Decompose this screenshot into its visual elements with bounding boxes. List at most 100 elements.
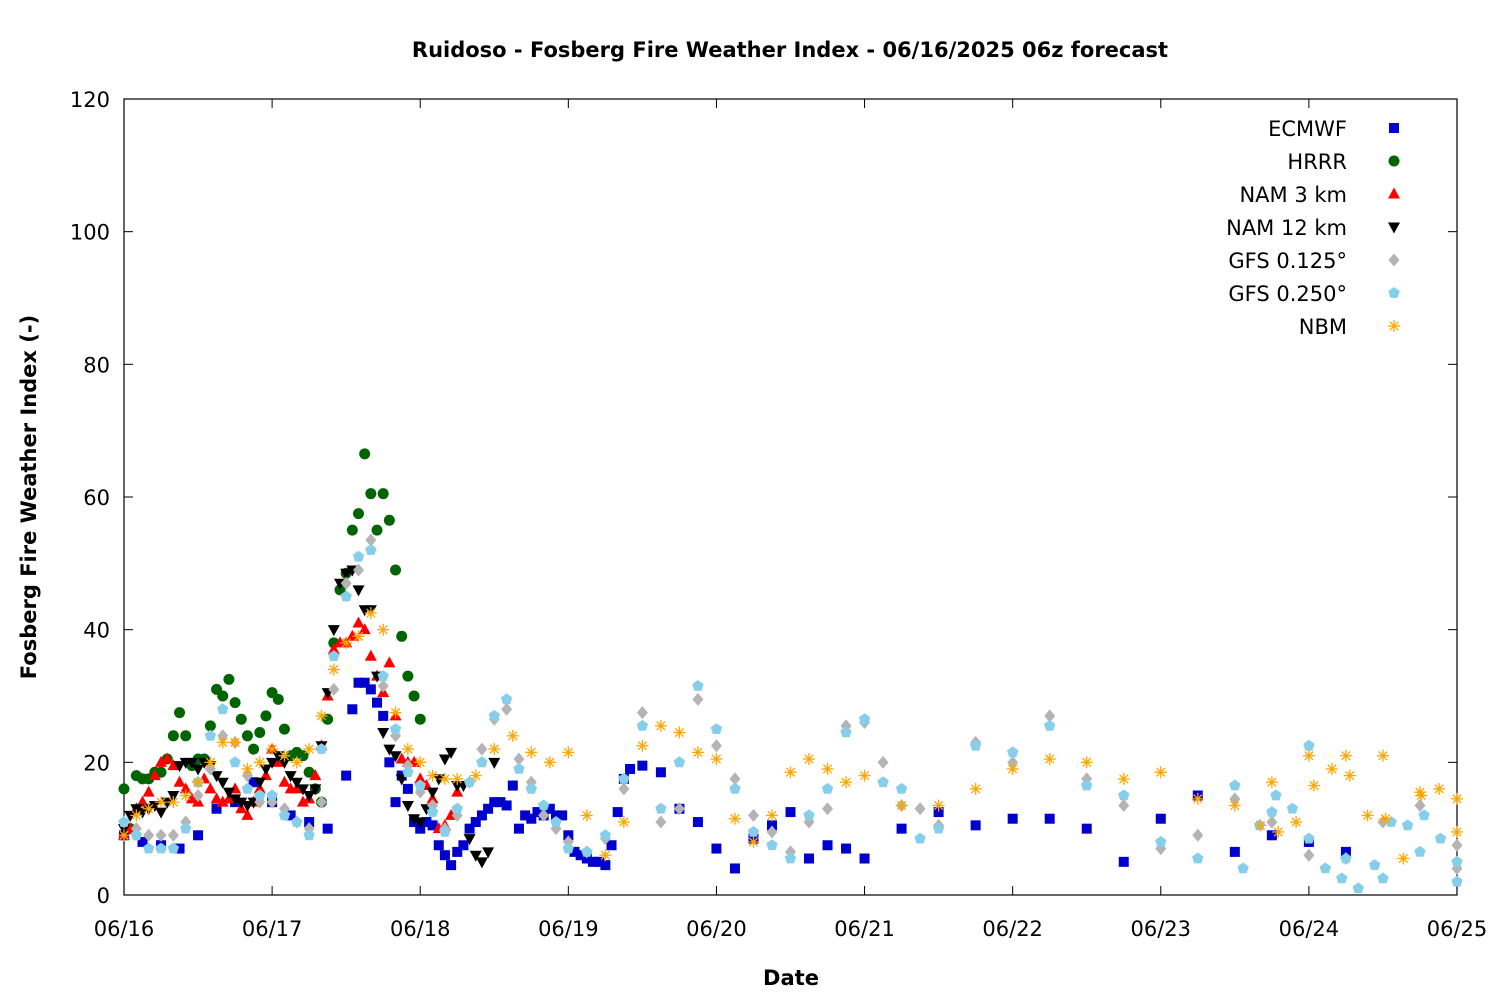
data-point xyxy=(636,719,649,731)
data-point xyxy=(414,817,427,829)
data-point xyxy=(859,853,870,864)
data-point xyxy=(155,755,168,767)
data-point xyxy=(1254,819,1267,832)
data-point xyxy=(858,769,871,782)
data-point xyxy=(210,771,223,783)
data-point xyxy=(841,843,852,854)
data-point xyxy=(155,796,168,809)
data-point xyxy=(673,726,686,739)
data-point xyxy=(241,808,254,820)
data-point xyxy=(402,766,414,778)
data-point xyxy=(118,829,130,842)
y-tick-label: 80 xyxy=(83,353,110,377)
data-point xyxy=(594,856,605,867)
data-point xyxy=(383,744,396,756)
data-point xyxy=(198,757,211,769)
data-point xyxy=(1451,838,1463,852)
data-point xyxy=(458,840,469,851)
data-point xyxy=(1118,798,1130,812)
data-point xyxy=(581,845,593,857)
data-point xyxy=(1266,815,1278,829)
data-point xyxy=(371,524,383,536)
data-point xyxy=(482,847,495,859)
data-point xyxy=(654,719,667,732)
data-point xyxy=(216,736,229,749)
data-point xyxy=(895,799,908,812)
data-point xyxy=(729,772,741,786)
data-point xyxy=(1415,789,1428,802)
data-point xyxy=(1307,779,1320,792)
data-point xyxy=(625,763,636,774)
data-point xyxy=(588,856,599,867)
data-point xyxy=(1340,846,1351,857)
data-point xyxy=(970,820,981,831)
legend-item: ECMWF xyxy=(1268,117,1399,141)
data-point xyxy=(636,739,649,752)
data-point xyxy=(1319,862,1332,874)
data-point xyxy=(260,710,272,722)
data-point xyxy=(1286,802,1299,814)
data-point xyxy=(526,813,537,824)
data-point xyxy=(914,802,926,816)
y-tick-label: 20 xyxy=(83,751,110,775)
data-point xyxy=(673,756,686,768)
data-point xyxy=(315,743,328,754)
data-point xyxy=(914,832,926,844)
data-point xyxy=(377,679,389,693)
data-point xyxy=(575,850,586,861)
data-point xyxy=(390,564,402,576)
data-point xyxy=(451,802,463,814)
legend-item: NAM 12 km xyxy=(1226,216,1400,240)
data-point xyxy=(877,755,889,769)
data-point xyxy=(673,802,685,816)
data-point xyxy=(1451,855,1463,867)
legend-label: NAM 12 km xyxy=(1226,216,1347,240)
data-point xyxy=(1352,882,1364,894)
data-point xyxy=(520,810,531,821)
data-point xyxy=(118,816,130,827)
data-point xyxy=(784,852,797,864)
data-point xyxy=(822,802,834,816)
data-point xyxy=(1155,813,1166,824)
x-tick-label: 06/19 xyxy=(538,917,599,941)
data-point xyxy=(452,846,463,857)
data-point xyxy=(525,782,537,794)
series-ecmwf xyxy=(119,677,1351,874)
data-point xyxy=(395,752,408,764)
data-point xyxy=(266,757,279,769)
data-point xyxy=(389,706,402,719)
data-point xyxy=(1303,832,1315,844)
data-point xyxy=(1339,749,1352,762)
data-point xyxy=(309,769,322,781)
data-point xyxy=(1376,749,1389,762)
data-point xyxy=(278,775,291,787)
data-point xyxy=(821,782,834,794)
data-point xyxy=(173,775,186,787)
data-point xyxy=(278,809,291,821)
data-point xyxy=(600,860,611,871)
data-point xyxy=(747,808,759,822)
data-point xyxy=(161,797,174,809)
data-point xyxy=(401,800,414,812)
data-point xyxy=(766,820,777,831)
data-point xyxy=(235,797,248,809)
data-point xyxy=(618,782,630,796)
data-point xyxy=(438,754,451,766)
data-point xyxy=(1379,812,1392,825)
data-point xyxy=(118,783,130,795)
data-point xyxy=(272,693,284,705)
data-point xyxy=(1081,779,1093,791)
data-point xyxy=(235,713,247,725)
y-tick-label: 100 xyxy=(70,221,110,245)
data-point xyxy=(804,853,815,864)
data-point xyxy=(1237,862,1249,874)
data-point xyxy=(1270,789,1282,801)
data-point xyxy=(557,810,568,821)
data-point xyxy=(296,784,309,796)
data-point xyxy=(210,792,223,804)
data-point xyxy=(513,763,525,774)
x-tick-label: 06/25 xyxy=(1427,917,1488,941)
data-point xyxy=(599,829,612,841)
data-point xyxy=(179,789,192,802)
data-point xyxy=(544,803,555,814)
